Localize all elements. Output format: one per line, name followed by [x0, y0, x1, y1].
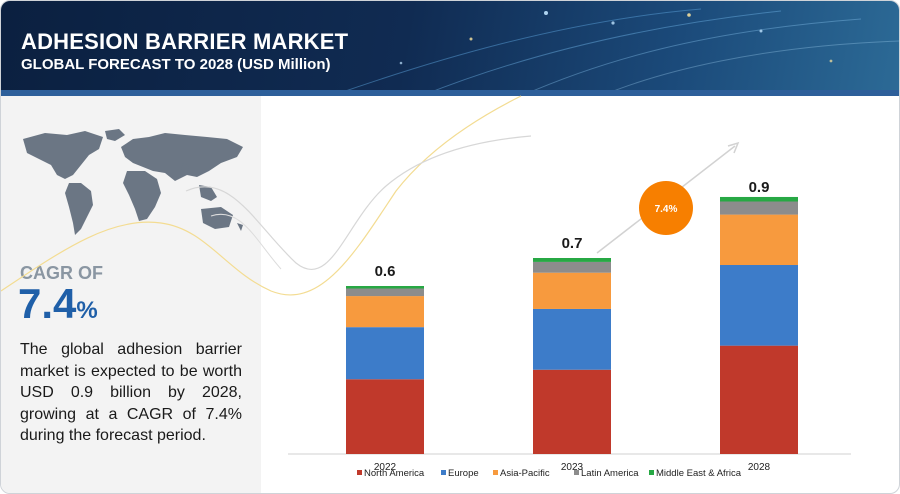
total-labels: 0.6 0.7 0.9	[375, 179, 770, 280]
cagr-bubble: 7.4%	[639, 181, 693, 235]
cagr-value: 7.4%	[18, 281, 98, 334]
bars-group	[346, 196, 798, 454]
x-tick-2022: 2022	[374, 462, 397, 473]
cagr-bubble-circle	[639, 181, 693, 235]
bar-2022-latin-america	[346, 288, 424, 297]
bar-2022-middle-east-africa	[346, 286, 424, 289]
x-tick-2023: 2023	[561, 462, 584, 473]
legend-swatch-latin-america	[574, 470, 579, 475]
legend-label-latin-america: Latin America	[581, 468, 639, 479]
bar-2023-asia-pacific	[533, 272, 611, 309]
total-label-2023: 0.7	[562, 235, 583, 252]
bar-2028-europe	[720, 265, 798, 346]
page-subtitle: GLOBAL FORECAST TO 2028 (USD Million)	[21, 56, 331, 73]
header-accent-bar	[1, 90, 899, 96]
bar-2023-europe	[533, 308, 611, 370]
legend: North America Europe Asia-Pacific Latin Ame…	[357, 468, 742, 479]
x-tick-2028: 2028	[748, 462, 771, 473]
decorative-curves	[1, 95, 532, 296]
legend-label-asia-pacific: Asia-Pacific	[500, 468, 550, 479]
legend-label-middle-east-africa: Middle East & Africa	[656, 468, 742, 479]
bar-2023-middle-east-africa	[533, 258, 611, 262]
bar-2022-asia-pacific	[346, 296, 424, 328]
page-title: ADHESION BARRIER MARKET	[21, 29, 349, 54]
market-description: The global adhesion barrier market is ex…	[20, 341, 242, 444]
total-label-2028: 0.9	[749, 179, 770, 196]
bar-2028-asia-pacific	[720, 214, 798, 265]
total-label-2022: 0.6	[375, 263, 396, 280]
bar-2028-latin-america	[720, 201, 798, 215]
cagr-unit: %	[76, 297, 98, 324]
cagr-label: CAGR OF	[20, 263, 103, 283]
legend-swatch-middle-east-africa	[649, 470, 654, 475]
legend-label-north-america: North America	[364, 468, 425, 479]
header-banner: ADHESION BARRIER MARKET GLOBAL FORECAST …	[1, 1, 899, 96]
cagr-bubble-label: 7.4%	[655, 204, 678, 215]
bar-2022-europe	[346, 327, 424, 380]
cagr-number: 7.4	[18, 280, 77, 327]
x-tick-labels: 2022 2023 2028	[374, 462, 771, 473]
legend-label-europe: Europe	[448, 468, 479, 479]
legend-swatch-europe	[441, 470, 446, 475]
bar-2023-north-america	[533, 369, 611, 454]
bar-2028-middle-east-africa	[720, 196, 798, 202]
legend-swatch-asia-pacific	[493, 470, 498, 475]
header-light-trails	[330, 8, 899, 96]
legend-swatch-north-america	[357, 470, 362, 475]
bar-2028-north-america	[720, 345, 798, 454]
bar-2022-north-america	[346, 379, 424, 454]
world-map-icon	[23, 129, 243, 235]
bar-2023-latin-america	[533, 261, 611, 273]
